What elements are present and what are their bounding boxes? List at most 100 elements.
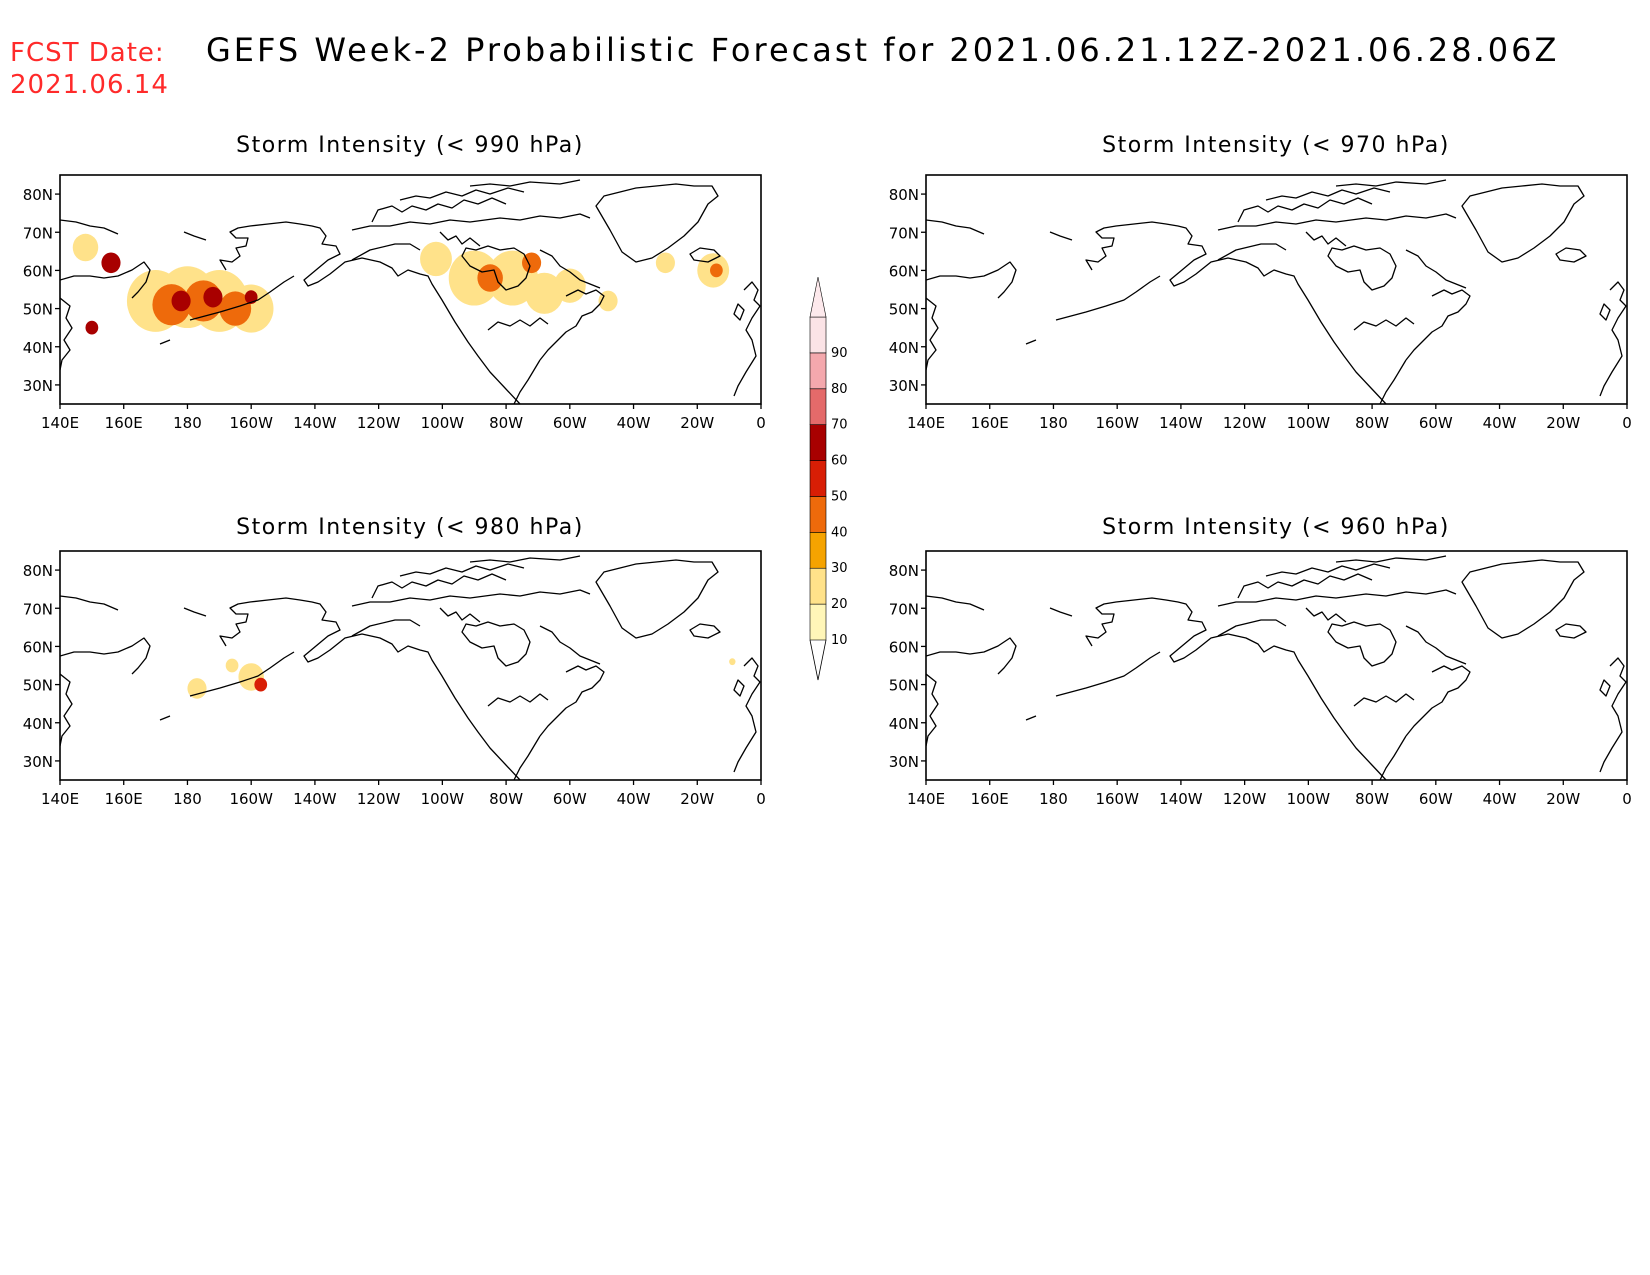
- lon-tick-label: 120W: [1223, 414, 1267, 432]
- lon-tick-label: 0: [756, 414, 766, 432]
- lon-tick-label: 160E: [971, 414, 1009, 432]
- probability-blob: [101, 252, 121, 274]
- probability-blob: [448, 250, 500, 306]
- lon-tick-label: 180: [1039, 790, 1068, 808]
- colorbar-label: 20: [831, 597, 848, 612]
- map-panel-980: 80N 70N 60N 50N 40N 30N 140E 160E 180 160W 140W 120…: [23, 550, 766, 808]
- lat-tick-label: 30N: [23, 753, 53, 771]
- colorbar-swatch: [809, 460, 827, 497]
- lat-tick-label: 40N: [889, 339, 919, 357]
- lon-tick-label: 160W: [229, 414, 273, 432]
- lon-tick-label: 100W: [1287, 790, 1331, 808]
- lon-tick-label: 40W: [1483, 790, 1517, 808]
- probability-blob: [729, 658, 736, 666]
- colorbar: 10 20 30 40 50 60 70 80 90: [809, 276, 848, 681]
- probability-shading-980: [187, 658, 736, 699]
- probability-blob: [85, 320, 99, 335]
- colorbar-swatch: [809, 424, 827, 461]
- lat-tick-label: 80N: [889, 186, 919, 204]
- lon-tick-label: 60W: [553, 414, 587, 432]
- colorbar-swatch: [809, 496, 827, 533]
- lat-tick-label: 30N: [889, 377, 919, 395]
- probability-blob: [553, 268, 586, 303]
- map-frame: [59, 550, 762, 781]
- probability-blob: [710, 263, 723, 278]
- probability-blob: [171, 290, 191, 312]
- colorbar-label: 50: [831, 489, 848, 504]
- probability-blob: [420, 241, 452, 277]
- lon-tick-label: 120W: [357, 414, 401, 432]
- map-frame: [925, 174, 1628, 405]
- lat-tick-label: 50N: [889, 677, 919, 695]
- lat-tick-label: 30N: [23, 377, 53, 395]
- panel-title-970: Storm Intensity (< 970 hPa): [1102, 133, 1450, 158]
- colorbar-swatch: [809, 567, 827, 605]
- colorbar-label: 60: [831, 454, 848, 469]
- page-title: GEFS Week-2 Probabilistic Forecast for 2…: [206, 31, 1559, 69]
- lat-tick-label: 70N: [889, 224, 919, 242]
- lon-tick-label: 180: [1039, 414, 1068, 432]
- map-axes-960: 80N 70N 60N 50N 40N 30N 140E 160E 180 160W 140W 120…: [889, 562, 1632, 808]
- colorbar-upper-arrow: [809, 276, 827, 318]
- lon-tick-label: 160E: [105, 790, 143, 808]
- probability-blob: [525, 272, 564, 314]
- map-panel-990: 80N 70N 60N 50N 40N 30N 140E 160E 180 160W 140W 120…: [23, 174, 766, 432]
- colorbar-label: 40: [831, 525, 848, 540]
- lon-tick-label: 0: [1622, 414, 1632, 432]
- lon-tick-label: 40W: [617, 414, 651, 432]
- lon-tick-label: 160W: [229, 790, 273, 808]
- probability-blob: [219, 291, 252, 326]
- colorbar-label: 70: [831, 418, 848, 433]
- lon-tick-label: 80W: [1355, 414, 1389, 432]
- lon-tick-label: 140W: [1159, 790, 1203, 808]
- lon-tick-label: 60W: [1419, 414, 1453, 432]
- lon-tick-label: 100W: [1287, 414, 1331, 432]
- lon-tick-label: 100W: [421, 790, 465, 808]
- lon-tick-label: 40W: [1483, 414, 1517, 432]
- probability-blob: [72, 233, 99, 262]
- lat-tick-label: 80N: [23, 186, 53, 204]
- lon-tick-label: 180: [173, 414, 202, 432]
- lat-tick-label: 60N: [889, 262, 919, 280]
- lon-tick-label: 80W: [1355, 790, 1389, 808]
- colorbar-lower-arrow: [809, 639, 827, 681]
- lon-tick-label: 160E: [971, 790, 1009, 808]
- lat-tick-label: 80N: [889, 562, 919, 580]
- colorbar-swatch: [809, 603, 827, 641]
- colorbar-label: 90: [831, 346, 848, 361]
- lon-tick-label: 120W: [1223, 790, 1267, 808]
- lat-tick-label: 60N: [23, 262, 53, 280]
- lon-tick-label: 140W: [293, 414, 337, 432]
- map-panel-960: 80N 70N 60N 50N 40N 30N 140E 160E 180 160W 140W 120…: [889, 550, 1632, 808]
- lat-tick-label: 60N: [889, 638, 919, 656]
- lon-tick-label: 140E: [907, 790, 945, 808]
- lon-tick-label: 120W: [357, 790, 401, 808]
- lon-tick-label: 100W: [421, 414, 465, 432]
- panel-title-960: Storm Intensity (< 960 hPa): [1102, 515, 1450, 540]
- colorbar-swatch: [809, 388, 827, 425]
- lat-tick-label: 40N: [23, 715, 53, 733]
- lon-tick-label: 60W: [1419, 790, 1453, 808]
- lon-tick-label: 20W: [680, 790, 714, 808]
- lon-tick-label: 20W: [1546, 790, 1580, 808]
- probability-blob: [225, 658, 239, 673]
- lat-tick-label: 50N: [23, 677, 53, 695]
- fcst-date-value: 2021.06.14: [10, 70, 169, 100]
- map-panel-970: 80N 70N 60N 50N 40N 30N 140E 160E 180 160W 140W 120…: [889, 174, 1632, 432]
- lon-tick-label: 40W: [617, 790, 651, 808]
- lon-tick-label: 0: [756, 790, 766, 808]
- lat-tick-label: 40N: [23, 339, 53, 357]
- lon-tick-label: 60W: [553, 790, 587, 808]
- colorbar-swatch: [809, 316, 827, 354]
- lon-tick-label: 140E: [907, 414, 945, 432]
- probability-blob: [477, 264, 503, 292]
- colorbar-swatch: [809, 532, 827, 569]
- colorbar-label: 10: [831, 633, 848, 648]
- lat-tick-label: 70N: [23, 224, 53, 242]
- lon-tick-label: 140E: [41, 790, 79, 808]
- lat-tick-label: 50N: [23, 301, 53, 319]
- probability-blob: [522, 252, 542, 274]
- lat-tick-label: 60N: [23, 638, 53, 656]
- lon-tick-label: 140W: [1159, 414, 1203, 432]
